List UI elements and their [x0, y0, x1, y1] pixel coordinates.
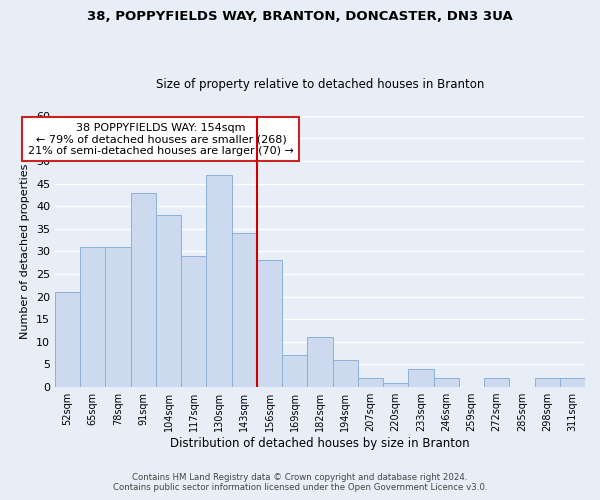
- Bar: [383, 382, 409, 387]
- Y-axis label: Number of detached properties: Number of detached properties: [20, 164, 31, 339]
- X-axis label: Distribution of detached houses by size in Branton: Distribution of detached houses by size …: [170, 437, 470, 450]
- Bar: [181, 256, 206, 387]
- Bar: [257, 260, 282, 387]
- Text: 38, POPPYFIELDS WAY, BRANTON, DONCASTER, DN3 3UA: 38, POPPYFIELDS WAY, BRANTON, DONCASTER,…: [87, 10, 513, 23]
- Bar: [307, 338, 332, 387]
- Text: 38 POPPYFIELDS WAY: 154sqm
← 79% of detached houses are smaller (268)
21% of sem: 38 POPPYFIELDS WAY: 154sqm ← 79% of deta…: [28, 122, 294, 156]
- Bar: [535, 378, 560, 387]
- Bar: [332, 360, 358, 387]
- Bar: [156, 216, 181, 387]
- Bar: [206, 174, 232, 387]
- Title: Size of property relative to detached houses in Branton: Size of property relative to detached ho…: [156, 78, 484, 91]
- Bar: [358, 378, 383, 387]
- Bar: [80, 247, 106, 387]
- Bar: [484, 378, 509, 387]
- Bar: [55, 292, 80, 387]
- Bar: [409, 369, 434, 387]
- Bar: [434, 378, 459, 387]
- Bar: [106, 247, 131, 387]
- Bar: [131, 192, 156, 387]
- Bar: [560, 378, 585, 387]
- Text: Contains HM Land Registry data © Crown copyright and database right 2024.
Contai: Contains HM Land Registry data © Crown c…: [113, 473, 487, 492]
- Bar: [232, 234, 257, 387]
- Bar: [282, 356, 307, 387]
